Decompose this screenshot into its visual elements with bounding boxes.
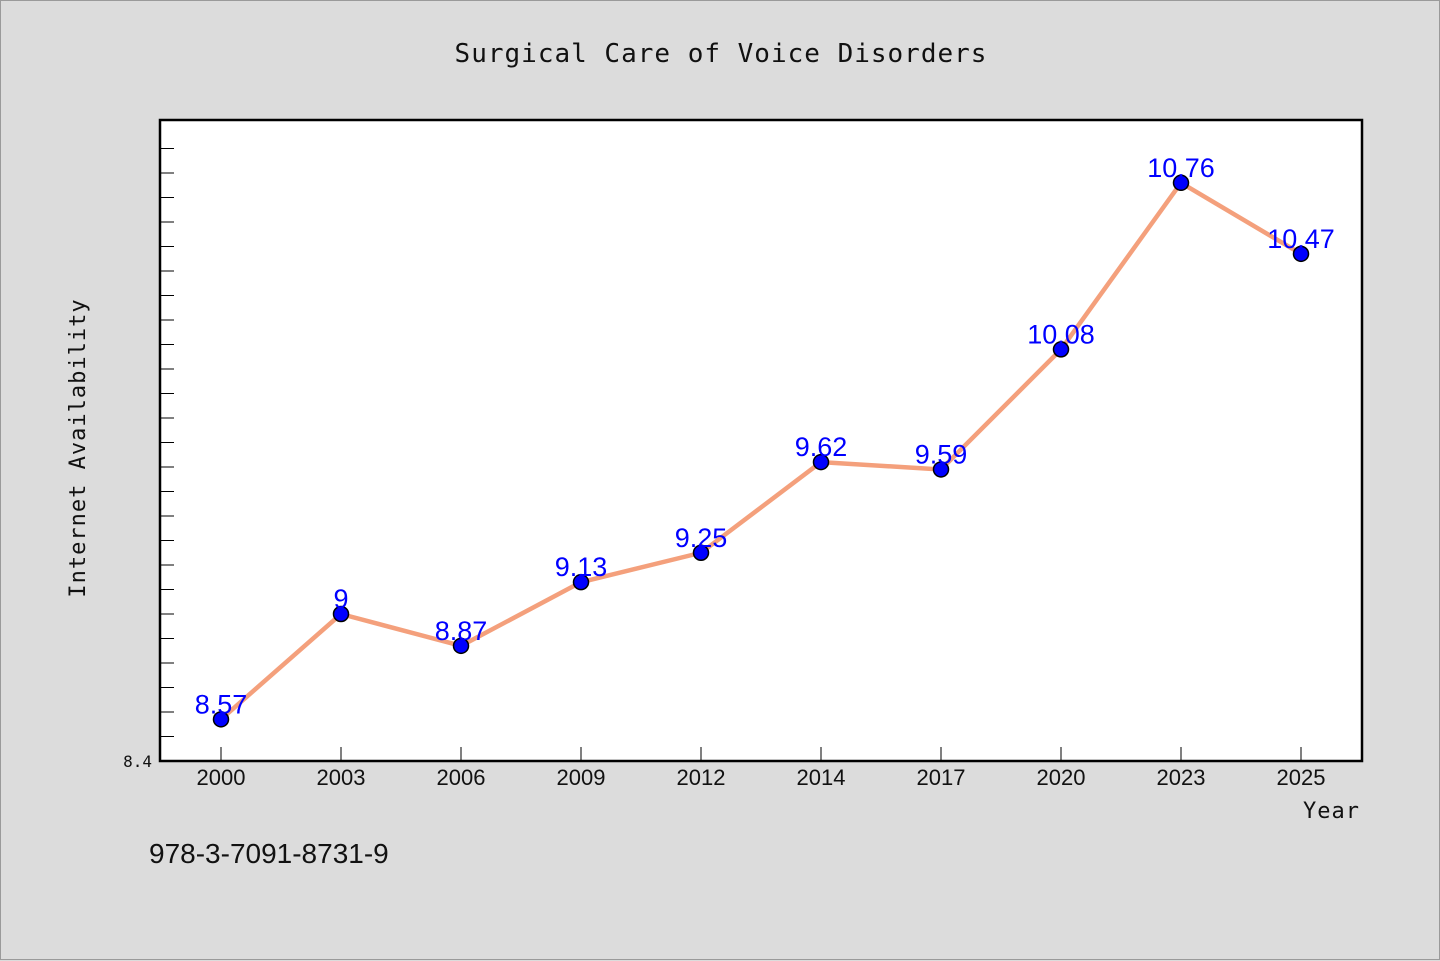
data-point [812,453,830,471]
data-label: 9.59 [915,439,968,469]
data-point [332,605,350,623]
data-point [572,573,590,591]
y-min-label: 8.4 [123,752,152,771]
data-label: 9.25 [675,523,728,553]
data-point [1052,341,1070,358]
y-axis-label: Internet Availability [66,298,91,597]
plot-area [158,118,1364,763]
data-point [1172,174,1190,192]
data-point [212,711,230,728]
chart-title: Surgical Care of Voice Disorders [455,39,988,69]
data-point [1292,245,1310,263]
data-label: 9.62 [795,432,848,462]
series-line [219,180,1303,722]
x-tick-label: 2017 [917,765,966,790]
data-label: 8.57 [195,689,248,719]
x-axis: 2000 2003 2006 2009 2012 2014 2017 2020 2023 2025 [197,747,1326,790]
data-label: 9.13 [555,552,608,582]
data-point [932,461,950,478]
data-point [692,544,710,561]
data-label: 9 [333,584,348,614]
x-axis-label: Year [1303,799,1360,824]
x-tick-label: 2023 [1157,765,1206,790]
x-tick-label: 2006 [437,765,486,790]
x-tick-label: 2003 [317,765,366,790]
series-markers [212,174,1310,728]
data-labels: 8.57 9 8.87 9.13 9.25 9.62 9.59 10.08 10.76 10.47 [195,153,1335,720]
x-tick-label: 2014 [797,765,846,790]
footer-code: 978-3-7091-8731-9 [149,838,389,869]
data-label: 8.87 [435,616,488,646]
data-label: 10.47 [1267,224,1335,254]
data-label: 10.08 [1027,319,1095,349]
x-tick-label: 2000 [197,765,246,790]
data-label: 10.76 [1147,153,1215,183]
x-tick-label: 2020 [1037,765,1086,790]
x-tick-label: 2009 [557,765,606,790]
x-tick-label: 2012 [677,765,726,790]
data-point [452,637,470,655]
y-axis-ticks [159,148,174,737]
x-tick-label: 2025 [1277,765,1326,790]
